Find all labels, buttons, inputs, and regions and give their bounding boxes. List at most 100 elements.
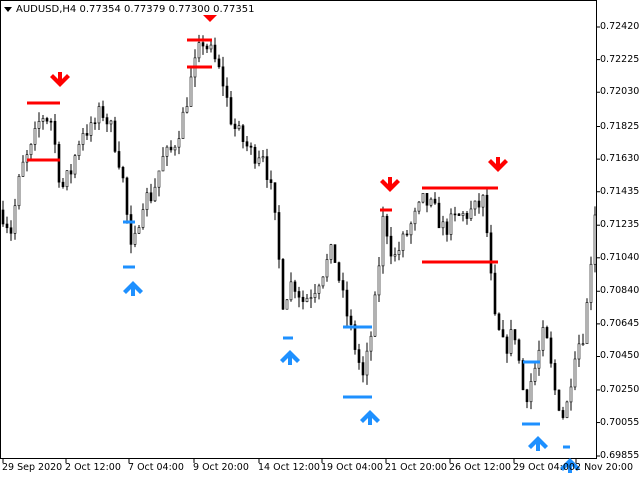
price-label: 0.71825: [600, 120, 640, 132]
candle: [365, 342, 369, 385]
candle: [97, 102, 101, 131]
candle: [249, 142, 253, 155]
candle: [561, 406, 565, 420]
candles: [1, 34, 597, 420]
candle: [269, 170, 273, 190]
candle: [229, 91, 233, 126]
price-label: 0.70840: [600, 285, 640, 297]
candle: [541, 320, 545, 357]
candle: [321, 276, 325, 289]
candle: [489, 224, 493, 281]
candle: [29, 143, 33, 160]
candle: [65, 170, 69, 191]
time-label: 19 Oct 04:00: [321, 462, 383, 473]
price-label: 0.70645: [600, 317, 640, 329]
candle: [473, 200, 477, 216]
candle: [129, 205, 133, 254]
price-label: 0.71630: [600, 153, 640, 165]
candle: [177, 130, 181, 155]
time-label: 26 Oct 12:00: [449, 462, 511, 473]
candle: [105, 113, 109, 132]
candle: [317, 283, 321, 300]
candle: [425, 193, 429, 213]
candle: [357, 343, 361, 370]
candle: [501, 320, 505, 338]
time-label: 21 Oct 20:00: [385, 462, 447, 473]
candle: [285, 298, 289, 310]
candle: [9, 220, 13, 241]
candle: [341, 272, 345, 298]
price-label: 0.71235: [600, 219, 640, 231]
candle: [313, 283, 317, 303]
price-label: 0.69855: [600, 450, 640, 461]
candle: [569, 378, 573, 411]
candle: [85, 124, 89, 140]
candle: [549, 331, 553, 368]
candle: [417, 200, 421, 215]
price-label: 0.71040: [600, 251, 640, 263]
candle: [457, 212, 461, 217]
candle: [577, 334, 581, 367]
candle: [581, 333, 585, 346]
candle: [389, 226, 393, 265]
candle: [253, 144, 257, 169]
candle: [1, 200, 5, 227]
candle: [485, 186, 489, 238]
candle: [413, 207, 417, 231]
candle: [573, 351, 577, 391]
candle: [157, 170, 161, 197]
candle: [361, 356, 365, 383]
candle: [61, 177, 65, 189]
candle: [537, 340, 541, 376]
candle: [453, 206, 457, 222]
time-label: 14 Oct 12:00: [258, 462, 320, 473]
buy-arrow-icon: [280, 350, 300, 365]
candle: [509, 319, 513, 357]
candle: [69, 164, 73, 184]
candle: [81, 128, 85, 151]
buy-arrow-icon: [123, 281, 143, 296]
candle: [37, 112, 41, 138]
candle: [137, 224, 141, 235]
candle: [181, 107, 185, 139]
sell-arrow-icon: [50, 72, 70, 87]
candle: [405, 230, 409, 237]
candle: [529, 373, 533, 410]
candle: [185, 97, 189, 114]
candle: [141, 203, 145, 230]
axis-ticks: [2, 26, 600, 463]
price-label: 0.70450: [600, 350, 640, 362]
candle: [77, 140, 81, 160]
candle: [165, 145, 169, 167]
candle: [233, 118, 237, 137]
time-label: 29 Sep 2020: [2, 462, 63, 473]
candle: [89, 116, 93, 142]
candle: [133, 225, 137, 248]
dropdown-triangle-icon[interactable]: [4, 6, 12, 12]
candle: [593, 206, 597, 273]
candle: [245, 136, 249, 152]
candle: [445, 218, 449, 242]
candle: [33, 121, 37, 151]
candle: [257, 150, 261, 167]
candle: [237, 120, 241, 131]
time-label: 2 Oct 12:00: [65, 462, 121, 473]
candle: [401, 231, 405, 258]
candle: [145, 187, 149, 217]
candle: [73, 154, 77, 179]
ohlc-open: 0.77354: [79, 4, 121, 15]
candle: [41, 115, 45, 130]
candle: [469, 200, 473, 221]
candle: [449, 208, 453, 241]
candle: [589, 256, 593, 311]
candle: [377, 257, 381, 303]
candle: [117, 141, 121, 170]
candle: [297, 286, 301, 308]
price-label: 0.71435: [600, 185, 640, 197]
candle: [241, 124, 245, 149]
candle: [333, 244, 337, 263]
candle: [393, 247, 397, 262]
candle: [261, 149, 265, 163]
sell-arrow-icon: [380, 177, 400, 192]
